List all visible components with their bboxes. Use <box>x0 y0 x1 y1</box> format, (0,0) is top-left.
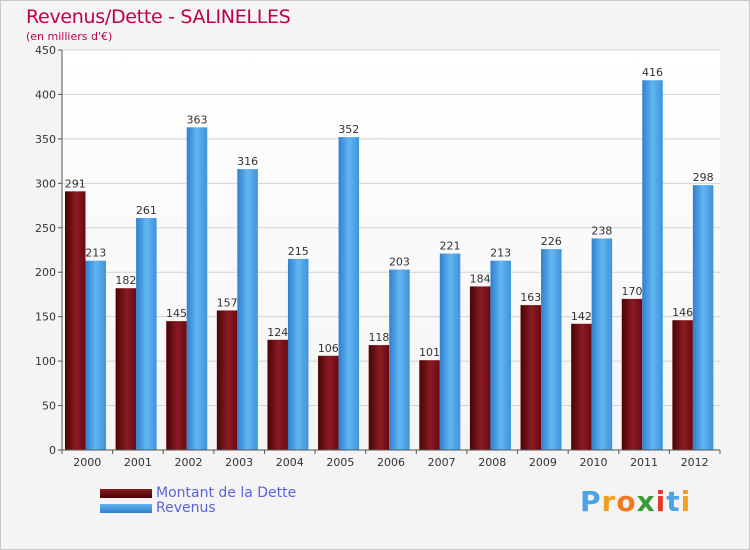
bar-revenus <box>237 169 258 450</box>
data-label-revenus: 363 <box>186 113 207 126</box>
bar-revenus <box>389 269 410 450</box>
bar-dette <box>621 298 643 450</box>
bar-dette <box>216 310 238 450</box>
logo-letter: i <box>680 485 692 518</box>
data-label-dette: 101 <box>419 346 440 359</box>
x-tick-label: 2008 <box>478 456 506 469</box>
bar-revenus <box>642 80 663 450</box>
data-label-revenus: 352 <box>338 123 359 136</box>
x-tick-label: 2000 <box>73 456 101 469</box>
bar-revenus <box>85 260 106 450</box>
x-axis: 2000 2001 2002 2003 2004 2005 2006 2007 2008 2009… <box>61 449 721 469</box>
data-label-revenus: 316 <box>237 155 258 168</box>
x-tick-label: 2003 <box>225 456 253 469</box>
bar-dette <box>368 345 390 450</box>
legend-label-revenus: Revenus <box>156 500 216 516</box>
data-label-dette: 163 <box>520 291 541 304</box>
logo-letter: x <box>636 485 656 518</box>
x-tick-label: 2010 <box>579 456 607 469</box>
logo-letter: P <box>580 485 602 518</box>
bar-dette <box>419 360 440 450</box>
data-label-revenus: 261 <box>136 204 157 217</box>
y-tick-label: 400 <box>35 88 56 101</box>
bar-dette <box>571 323 592 450</box>
bar-revenus <box>490 260 511 450</box>
y-tick-label: 300 <box>35 177 56 190</box>
data-label-dette: 291 <box>65 177 86 190</box>
data-label-revenus: 298 <box>693 171 714 184</box>
bars: 291 213 182 261 145 363 157 316 124 215 106 352 118 2… <box>65 66 714 451</box>
data-label-dette: 145 <box>166 307 187 320</box>
x-tick-label: 2005 <box>326 456 354 469</box>
y-tick-label: 50 <box>42 400 56 413</box>
x-tick-label: 2006 <box>377 456 405 469</box>
bar-dette <box>318 355 339 450</box>
bar-dette <box>469 286 491 450</box>
bar-revenus <box>338 137 360 450</box>
data-label-dette: 146 <box>672 306 693 319</box>
y-tick-label: 0 <box>49 444 56 457</box>
data-label-dette: 142 <box>571 310 592 323</box>
logo-letter: i <box>655 485 667 518</box>
logo-letter: r <box>601 485 617 518</box>
data-label-revenus: 416 <box>642 66 663 79</box>
y-tick-label: 200 <box>35 266 56 279</box>
bar-dette <box>267 339 288 450</box>
data-label-dette: 124 <box>267 326 288 339</box>
bar-dette <box>672 320 693 450</box>
y-tick-label: 250 <box>35 222 56 235</box>
data-label-dette: 170 <box>622 285 643 298</box>
data-label-revenus: 226 <box>541 235 562 248</box>
bar-revenus <box>692 185 714 450</box>
x-tick-label: 2009 <box>529 456 557 469</box>
y-tick-label: 450 <box>35 44 56 57</box>
bar-revenus <box>287 258 309 450</box>
data-label-dette: 184 <box>470 272 491 285</box>
bar-revenus <box>136 218 157 450</box>
bar-revenus <box>541 249 562 450</box>
data-label-dette: 118 <box>368 331 389 344</box>
y-tick-label: 150 <box>35 311 56 324</box>
bar-revenus <box>439 253 461 450</box>
legend-swatch-dette <box>100 489 152 498</box>
x-tick-label: 2004 <box>276 456 304 469</box>
proxiti-logo: Proxiti <box>580 485 691 518</box>
bar-revenus <box>591 238 613 450</box>
data-label-dette: 182 <box>115 274 136 287</box>
logo-letter: t <box>666 485 681 518</box>
bar-dette <box>115 288 137 450</box>
data-label-revenus: 221 <box>440 240 461 253</box>
data-label-revenus: 238 <box>591 224 612 237</box>
legend-swatch-revenus <box>100 504 152 513</box>
chart-subtitle: (en milliers d'€) <box>26 30 113 43</box>
x-tick-label: 2012 <box>681 456 709 469</box>
chart-title: Revenus/Dette - SALINELLES <box>26 6 291 28</box>
x-tick-label: 2002 <box>175 456 203 469</box>
y-tick-label: 350 <box>35 133 56 146</box>
data-label-revenus: 213 <box>490 247 511 260</box>
x-tick-label: 2011 <box>630 456 658 469</box>
data-label-revenus: 213 <box>85 247 106 260</box>
legend-label-dette: Montant de la Dette <box>156 485 297 501</box>
y-tick-label: 100 <box>35 355 56 368</box>
data-label-revenus: 215 <box>288 245 309 258</box>
y-axis: 0 50 100 150 200 250 300 350 400 450 <box>35 44 63 457</box>
bar-dette <box>166 321 187 450</box>
bar-revenus <box>186 127 208 450</box>
x-tick-label: 2001 <box>124 456 152 469</box>
data-label-dette: 106 <box>318 342 339 355</box>
data-label-dette: 157 <box>217 296 238 309</box>
bar-dette <box>520 305 542 450</box>
x-tick-label: 2007 <box>428 456 456 469</box>
logo-letter: o <box>616 485 637 518</box>
data-label-revenus: 203 <box>389 256 410 269</box>
bar-dette <box>65 191 86 451</box>
